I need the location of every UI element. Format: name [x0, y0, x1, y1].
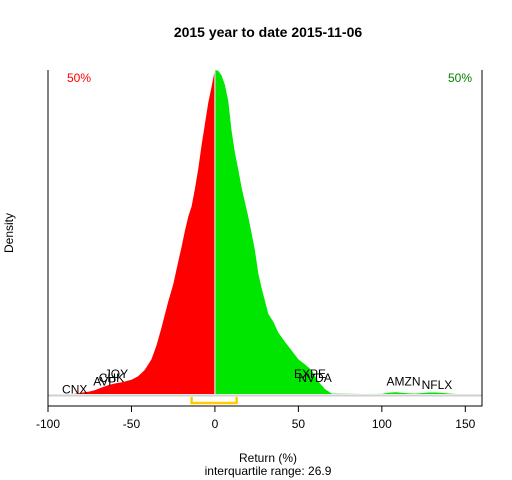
x-tick-label: -100	[36, 417, 60, 431]
stock-label: AVP	[93, 375, 116, 389]
stock-label: CNX	[62, 382, 87, 396]
stock-label: AMZN	[387, 375, 421, 389]
negative-return-area	[74, 69, 215, 394]
stock-label: JOY	[105, 367, 128, 381]
stock-label: EXPE	[294, 367, 326, 381]
y-axis-label: Density	[2, 213, 16, 253]
x-tick-label: 0	[212, 417, 219, 431]
iqr-subtitle: interquartile range: 26.9	[205, 464, 332, 478]
x-tick-label: 100	[372, 417, 392, 431]
x-tick-label: 150	[455, 417, 475, 431]
stock-label: NFLX	[422, 378, 453, 392]
x-tick-label: 50	[292, 417, 306, 431]
chart-title: 2015 year to date 2015-11-06	[174, 24, 363, 40]
left-share-label: 50%	[67, 71, 91, 85]
density-areas	[48, 69, 482, 397]
stock-label: CHK	[99, 371, 124, 385]
x-tick-label: -50	[123, 417, 141, 431]
x-axis: -100 -50 0 50 100 150	[36, 70, 483, 431]
iqr-bracket	[190, 397, 238, 405]
positive-return-area	[214, 69, 457, 394]
plot-frame	[47, 70, 483, 407]
x-axis-label: Return (%)	[239, 451, 297, 465]
right-share-label: 50%	[448, 71, 472, 85]
stock-label: NVDA	[298, 371, 331, 385]
